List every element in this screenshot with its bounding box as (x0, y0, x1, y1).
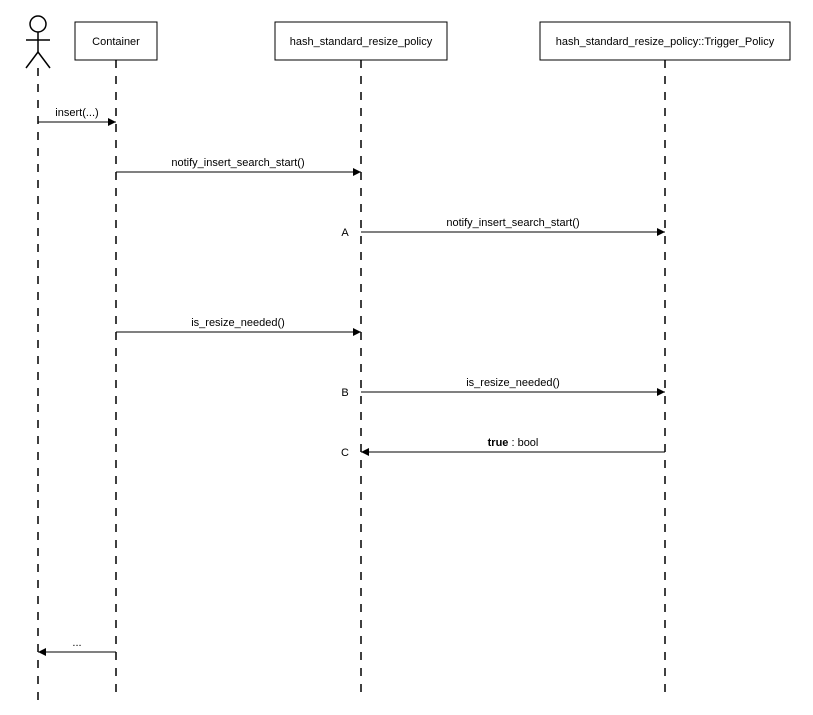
participant-trigger_policy: hash_standard_resize_policy::Trigger_Pol… (540, 22, 790, 700)
message-label: is_resize_needed() (466, 377, 560, 389)
message-label: true : bool (488, 437, 539, 449)
message-label: insert(...) (55, 107, 98, 119)
message-tag: B (341, 387, 348, 399)
message-3: is_resize_needed() (116, 317, 361, 332)
participant-resize_policy: hash_standard_resize_policy (275, 22, 447, 700)
message-5: true : bool C (341, 437, 665, 459)
participant-label: Container (92, 36, 140, 48)
message-label: is_resize_needed() (191, 317, 285, 329)
message-6: ... (38, 637, 116, 652)
message-label: notify_insert_search_start() (446, 217, 579, 229)
participant-container: Container (75, 22, 157, 700)
actor (26, 16, 50, 700)
participant-label: hash_standard_resize_policy (290, 36, 433, 48)
message-1: notify_insert_search_start() (116, 157, 361, 172)
message-label: ... (72, 637, 81, 649)
sequence-diagram: Container hash_standard_resize_policy hash… (0, 0, 813, 715)
message-label: notify_insert_search_start() (171, 157, 304, 169)
message-tag: A (341, 227, 349, 239)
message-tag: C (341, 447, 349, 459)
message-2: notify_insert_search_start() A (341, 217, 665, 239)
participant-label: hash_standard_resize_policy::Trigger_Pol… (556, 36, 775, 48)
message-4: is_resize_needed() B (341, 377, 665, 399)
message-0: insert(...) (38, 107, 116, 122)
